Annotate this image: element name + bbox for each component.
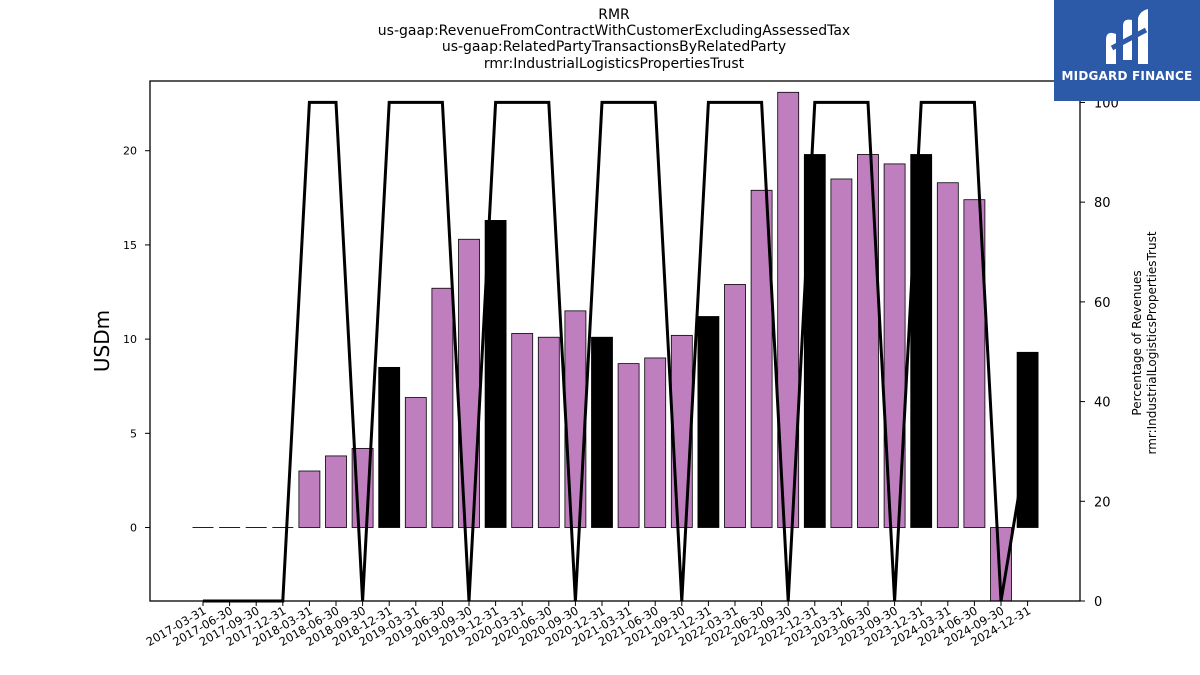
bar [644, 357, 667, 528]
bar [857, 154, 879, 528]
y2-tick-label: 40 [1094, 396, 1111, 411]
bar [670, 334, 693, 528]
logo-text: MIDGARD FINANCE [1061, 69, 1193, 83]
y2-tick-label: 80 [1094, 196, 1111, 211]
title-line-2: us-gaap:RevenueFromContractWithCustomerE… [377, 23, 851, 39]
title-line-4: rmr:IndustrialLogisticsPropertiesTrust [483, 56, 745, 72]
title-line-1: RMR [598, 7, 630, 23]
y-axis-label: USDm [90, 310, 114, 372]
bar [537, 336, 560, 528]
y-tick-label: 15 [123, 239, 137, 252]
bar [404, 397, 427, 528]
bar [564, 310, 587, 528]
bar [325, 455, 347, 528]
y2-axis-label: Percentage of Revenuesrmr:IndustrialLogi… [1130, 231, 1159, 454]
bar [910, 154, 933, 528]
bar [298, 470, 321, 528]
y2-tick-label: 20 [1094, 495, 1111, 510]
y-tick-label: 5 [130, 427, 137, 440]
y-tick-label: 0 [130, 522, 137, 535]
logo-mark-icon [1106, 9, 1148, 64]
bar [750, 189, 773, 528]
y2-tick-label: 0 [1094, 595, 1102, 610]
plot-frame [149, 80, 1081, 602]
y-tick-label: 10 [123, 333, 137, 346]
bar [617, 363, 640, 528]
bar [724, 284, 746, 528]
bar [591, 336, 613, 528]
title-line-3: us-gaap:RelatedPartyTransactionsByRelate… [441, 39, 787, 55]
bar [378, 366, 401, 528]
y-tick-label: 20 [123, 145, 137, 158]
midgard-finance-logo: MIDGARD FINANCE [1054, 0, 1200, 101]
bar [936, 182, 959, 528]
bar [511, 333, 534, 528]
bar [803, 154, 826, 528]
series-line [203, 100, 1030, 603]
bar [1016, 351, 1039, 528]
y2-tick-label: 60 [1094, 296, 1111, 311]
bar [777, 91, 800, 528]
bar [830, 178, 853, 528]
bar [697, 316, 720, 528]
bar [484, 220, 507, 528]
bar [431, 287, 454, 528]
bar [963, 199, 986, 528]
bar [883, 163, 906, 528]
